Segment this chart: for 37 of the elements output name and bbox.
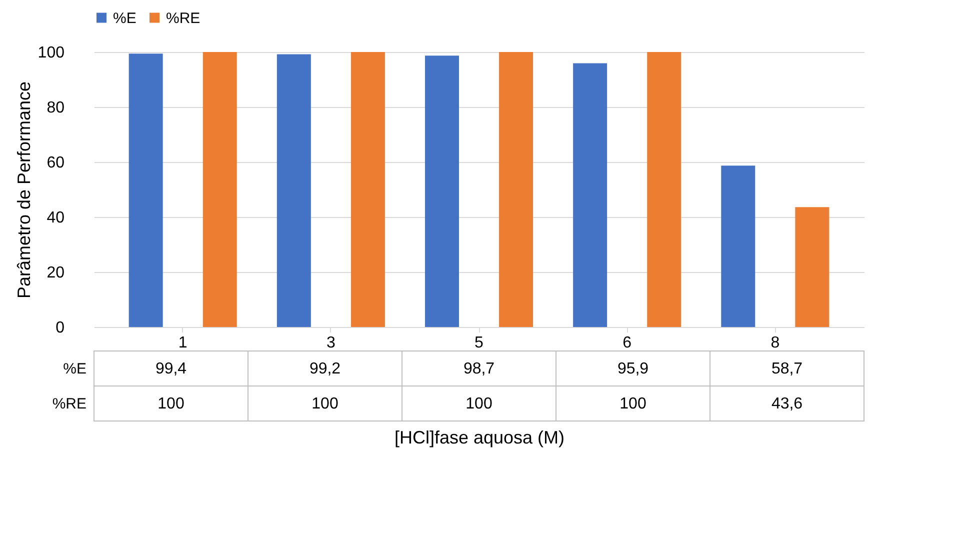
legend-label: %E [113,10,136,27]
data-label: 100 [620,396,646,412]
data-label: 95,9 [617,360,649,378]
data-label: 100 [466,396,492,412]
y-tick-label: 0 [56,320,65,336]
x-tick-label: 3 [326,334,336,352]
y-axis-title: Parâmetro de Performance [14,81,34,299]
text: %E [63,360,86,378]
data-label: 100 [312,396,338,412]
bar [128,54,163,327]
bar [499,52,534,327]
data-label: 100 [158,396,184,412]
bar [647,52,682,327]
x-axis-title: [HCl]fase aquosa (M) [394,428,565,448]
x-tick-label: 6 [622,334,632,352]
text: %RE [52,396,86,412]
x-tick-label: 1 [178,334,188,352]
bar [795,207,830,327]
y-tick-label: 60 [46,154,65,172]
bar [573,63,608,327]
y-tick-label: 20 [46,264,65,282]
bar [721,166,756,327]
bar [276,54,311,327]
x-tick-label: 8 [770,334,780,352]
bar [350,52,385,327]
bar [424,56,459,327]
data-label: 98,7 [463,360,495,378]
data-label: 99,4 [155,360,187,378]
legend-label: %RE [166,10,200,27]
y-tick-label: 40 [46,210,65,226]
y-tick-label: 80 [46,100,65,116]
data-label: 58,7 [771,360,803,378]
x-tick-label: 5 [474,334,484,352]
data-label: 43,6 [771,396,803,412]
data-label: 99,2 [309,360,341,378]
bar [202,52,237,327]
y-tick-label: 100 [38,44,65,62]
